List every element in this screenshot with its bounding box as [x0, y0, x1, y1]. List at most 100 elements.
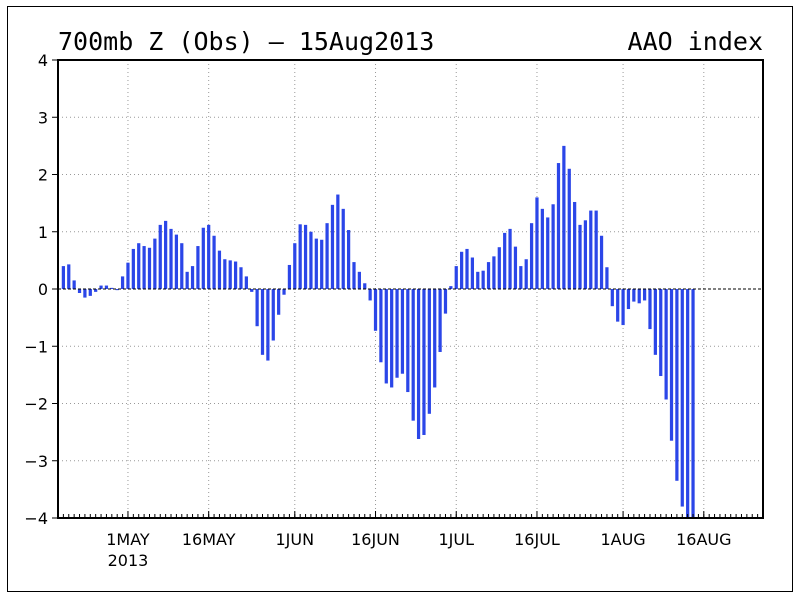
bar [314, 238, 318, 289]
bar [605, 267, 609, 289]
bar [675, 289, 679, 481]
bar [642, 289, 647, 301]
bar [524, 259, 528, 289]
bar [422, 289, 426, 435]
bar [266, 289, 270, 361]
y-tick-label: −3 [24, 452, 48, 471]
bar [336, 194, 340, 289]
bar [454, 266, 458, 289]
bar [373, 289, 378, 331]
bar [330, 204, 335, 289]
bar [94, 289, 98, 292]
bar [449, 286, 453, 289]
bar [147, 247, 152, 289]
bar [223, 259, 227, 289]
bar [287, 264, 292, 289]
y-tick-label: 2 [38, 166, 48, 185]
bar [142, 246, 146, 289]
bar [379, 289, 383, 363]
bar [556, 163, 561, 289]
bar [626, 289, 631, 310]
bar [578, 224, 582, 289]
bar [443, 289, 448, 314]
bar [433, 289, 437, 388]
bar [174, 234, 179, 289]
y-tick-label: 1 [38, 223, 48, 242]
bar [519, 266, 523, 289]
bar [637, 289, 641, 304]
bar [390, 289, 394, 388]
bar [131, 248, 135, 289]
bar [201, 227, 205, 289]
x-tick-label: 16MAY [182, 530, 236, 549]
bar [540, 208, 544, 289]
bar-series [61, 145, 695, 518]
outer-frame [7, 6, 793, 592]
y-tick-label: 3 [38, 108, 48, 127]
x-tick-label: 1AUG [600, 530, 645, 549]
bar [481, 270, 485, 289]
bar [271, 289, 275, 341]
bar [546, 217, 550, 289]
x-tick-year: 2013 [108, 551, 149, 570]
bar [99, 285, 103, 289]
bar [239, 267, 243, 289]
bar [680, 289, 684, 507]
bar [83, 289, 87, 298]
bar [632, 289, 636, 302]
bar [88, 289, 92, 296]
bar [535, 197, 539, 289]
bar [104, 285, 109, 289]
chart-index-label: AAO index [628, 27, 763, 56]
bar [164, 220, 168, 289]
x-tick-label: 1MAY [106, 530, 150, 549]
bar [492, 256, 496, 289]
bar [508, 228, 512, 289]
bar [61, 266, 65, 289]
bar [169, 228, 173, 289]
bar [691, 289, 695, 518]
bar [185, 271, 189, 289]
y-tick-label: −1 [24, 337, 48, 356]
bar [664, 289, 668, 400]
bar [599, 235, 604, 289]
bar [346, 230, 351, 289]
x-tick-label: 16AUG [676, 530, 731, 549]
bar [72, 280, 76, 289]
bar [244, 276, 248, 289]
bar [120, 276, 125, 289]
bar [416, 289, 421, 439]
bar [384, 289, 388, 384]
bar [411, 289, 415, 421]
bar [669, 289, 674, 441]
x-tick-label: 16JUL [514, 530, 560, 549]
bar [648, 289, 652, 330]
bar [309, 231, 313, 289]
bar [158, 224, 162, 289]
bar [406, 289, 410, 393]
bar [260, 289, 265, 355]
bar [126, 262, 130, 289]
bar [303, 224, 308, 289]
bar [659, 289, 663, 377]
bar [465, 248, 469, 289]
bar [363, 283, 367, 289]
bar [400, 289, 405, 374]
bar [621, 289, 625, 326]
x-tick-label: 16JUN [351, 530, 400, 549]
bar [325, 223, 329, 289]
bar [567, 168, 571, 289]
bar [180, 243, 184, 289]
bar [686, 289, 690, 518]
bar [77, 289, 82, 294]
y-tick-label: 0 [38, 280, 48, 299]
bar [573, 201, 577, 289]
bar [228, 260, 232, 289]
bar [513, 246, 518, 289]
bar [497, 247, 501, 289]
bar [137, 243, 141, 289]
bar [207, 224, 211, 289]
y-axis: −4 −3 −2 −1 0 1 2 3 4 [24, 51, 58, 528]
bar [153, 238, 157, 289]
